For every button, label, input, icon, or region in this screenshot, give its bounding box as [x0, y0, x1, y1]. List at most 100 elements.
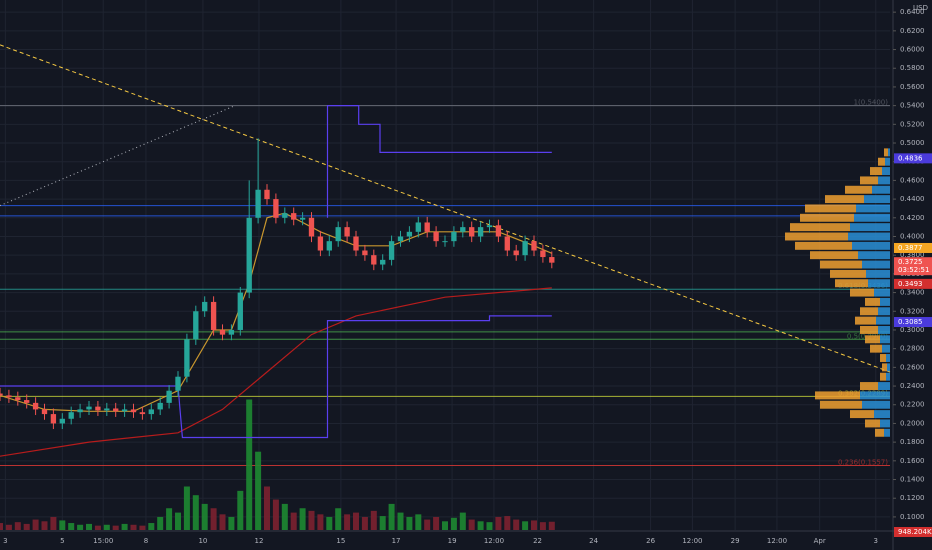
profile-bar: [850, 288, 874, 297]
volume-bar: [353, 512, 359, 530]
y-tick-label: 0.2600: [900, 363, 925, 371]
price-marker: [894, 257, 932, 276]
candle-body: [540, 250, 546, 258]
candle-body: [202, 301, 208, 312]
volume-bar: [335, 508, 342, 530]
candle-body: [299, 217, 306, 220]
level-label: 0.236(0.1557): [838, 459, 888, 467]
profile-bar: [860, 382, 878, 391]
candle-body: [121, 409, 128, 412]
profile-bar: [876, 316, 890, 325]
volume-bar: [130, 524, 137, 530]
x-tick-label: 12:00: [484, 537, 504, 545]
volume-bar: [397, 512, 404, 530]
candle-body: [68, 412, 74, 419]
y-tick-label: 0.1200: [900, 494, 925, 502]
volume-bar: [513, 519, 520, 530]
profile-bar: [865, 419, 880, 428]
candle-body: [460, 227, 466, 232]
candle-body: [41, 409, 48, 415]
profile-bar: [882, 363, 887, 372]
profile-bar: [880, 419, 890, 428]
volume-bar: [94, 525, 101, 530]
profile-bar: [862, 260, 890, 269]
candle-body: [148, 409, 154, 415]
profile-bar: [860, 307, 878, 316]
x-tick-label: 19: [448, 537, 457, 545]
candle-body: [50, 414, 57, 424]
candle-body: [371, 255, 377, 265]
candle-body: [184, 339, 190, 377]
candle-body: [451, 231, 457, 242]
price-marker: [894, 278, 932, 289]
volume-bar: [210, 508, 217, 530]
candle-body: [415, 222, 421, 232]
price-marker-label: 0.3725: [898, 258, 923, 266]
y-tick-label: 0.1400: [900, 476, 925, 484]
profile-bar: [878, 382, 890, 391]
candle-body: [273, 199, 279, 218]
volume-bar: [370, 510, 377, 530]
volume-marker-label: 948.204K: [898, 528, 932, 536]
volume-bar: [157, 516, 164, 530]
x-tick-label: 24: [589, 537, 598, 545]
profile-bar: [870, 344, 882, 353]
volume-bar: [290, 512, 297, 530]
profile-bar: [886, 354, 890, 362]
candle-body: [77, 409, 83, 413]
volume-bar: [264, 486, 270, 530]
profile-bar: [870, 167, 882, 176]
y-tick-label: 0.6200: [900, 27, 925, 35]
indicator-line: [326, 105, 552, 218]
volume-bar: [477, 521, 484, 530]
price-marker-label: 0.4836: [898, 154, 923, 162]
profile-bar: [850, 410, 874, 419]
profile-bar: [854, 213, 890, 222]
volume-bar: [14, 522, 21, 530]
profile-bar: [865, 335, 880, 344]
volume-bar: [112, 525, 119, 530]
x-tick-label: 12: [255, 537, 264, 545]
x-tick-label: 17: [392, 537, 401, 545]
profile-bar: [882, 344, 890, 353]
volume-bar: [531, 520, 537, 530]
candle-body: [531, 241, 537, 251]
price-marker: [894, 317, 932, 328]
y-tick-label: 0.5200: [900, 120, 925, 128]
y-tick-label: 0.3200: [900, 307, 925, 315]
profile-bar: [790, 223, 850, 232]
profile-bar: [880, 372, 886, 381]
y-tick-label: 0.3400: [900, 289, 925, 297]
indicator-line: [0, 287, 552, 457]
volume-bar: [388, 503, 395, 530]
y-tick-label: 0.1800: [900, 438, 925, 446]
volume-bar: [77, 524, 84, 530]
y-tick-label: 0.5000: [900, 139, 925, 147]
candle-body: [59, 418, 65, 424]
x-tick-label: 15: [336, 537, 345, 545]
volume-bar: [148, 523, 155, 530]
volume-bar: [32, 519, 39, 530]
profile-bar: [815, 391, 860, 400]
y-tick-label: 0.5400: [900, 102, 925, 110]
candle-body: [388, 241, 395, 260]
candle-body: [442, 241, 448, 243]
x-tick-label: 12:00: [682, 537, 702, 545]
profile-bar: [820, 260, 862, 269]
candle-body: [166, 390, 172, 403]
candle-body: [24, 400, 30, 403]
candle-body: [433, 231, 439, 242]
candle-body: [264, 189, 270, 200]
candle-body: [424, 222, 430, 232]
price-marker-sublabel: 03:52:51: [898, 266, 929, 274]
y-tick-label: 0.2000: [900, 419, 925, 427]
profile-bar: [868, 279, 890, 288]
volume-bar: [326, 516, 333, 530]
volume-bar: [0, 523, 3, 530]
profile-bar: [888, 148, 890, 157]
profile-bar: [878, 325, 890, 334]
x-tick-label: 3: [874, 537, 878, 545]
candle-body: [32, 402, 39, 410]
volume-bar: [23, 523, 30, 530]
